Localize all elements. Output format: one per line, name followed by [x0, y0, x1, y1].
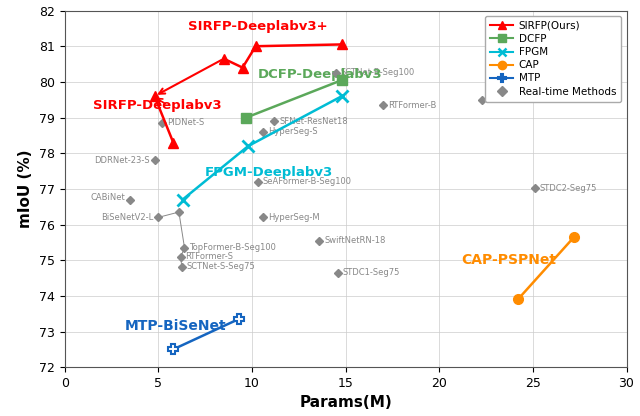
- Text: CABiNet: CABiNet: [91, 193, 125, 202]
- Text: RTFormer-S: RTFormer-S: [186, 252, 234, 261]
- Text: HyperSeg-S: HyperSeg-S: [268, 127, 317, 136]
- Text: MTP-BiSeNet: MTP-BiSeNet: [125, 319, 226, 333]
- Text: DDRNet-23: DDRNet-23: [487, 95, 534, 104]
- Text: HyperSeg-M: HyperSeg-M: [268, 213, 319, 222]
- X-axis label: Params(M): Params(M): [299, 396, 392, 411]
- Text: TopFormer-B-Seg100: TopFormer-B-Seg100: [189, 243, 276, 252]
- Text: BiSeNetV2-L: BiSeNetV2-L: [101, 213, 154, 222]
- Text: DDRNet-23-S: DDRNet-23-S: [94, 156, 150, 165]
- Text: DCFP-Deeplabv3: DCFP-Deeplabv3: [257, 68, 382, 81]
- Text: SCTNet-S-Seg75: SCTNet-S-Seg75: [186, 262, 255, 271]
- Text: SIRFP-Deeplabv3: SIRFP-Deeplabv3: [93, 99, 221, 111]
- Text: SeAFormer-B-Seg100: SeAFormer-B-Seg100: [262, 177, 351, 186]
- Y-axis label: mIoU (%): mIoU (%): [19, 150, 33, 228]
- Text: CAP-PSPNet: CAP-PSPNet: [461, 253, 557, 267]
- Text: SIRFP-Deeplabv3+: SIRFP-Deeplabv3+: [188, 20, 328, 33]
- Text: FPGM-Deeplabv3: FPGM-Deeplabv3: [205, 166, 333, 179]
- Text: SCTNet-B-Seg100: SCTNet-B-Seg100: [341, 69, 415, 77]
- Legend: SIRFP(Ours), DCFP, FPGM, CAP, MTP, Real-time Methods: SIRFP(Ours), DCFP, FPGM, CAP, MTP, Real-…: [485, 16, 621, 102]
- Text: STDC2-Seg75: STDC2-Seg75: [540, 183, 596, 193]
- Text: STDC1-Seg75: STDC1-Seg75: [343, 268, 400, 277]
- Text: PIDNet-S: PIDNet-S: [166, 119, 204, 127]
- Text: SFNet-ResNet18: SFNet-ResNet18: [279, 116, 348, 126]
- Text: SwiftNetRN-18: SwiftNetRN-18: [324, 236, 385, 245]
- Text: RTFormer-B: RTFormer-B: [388, 101, 436, 109]
